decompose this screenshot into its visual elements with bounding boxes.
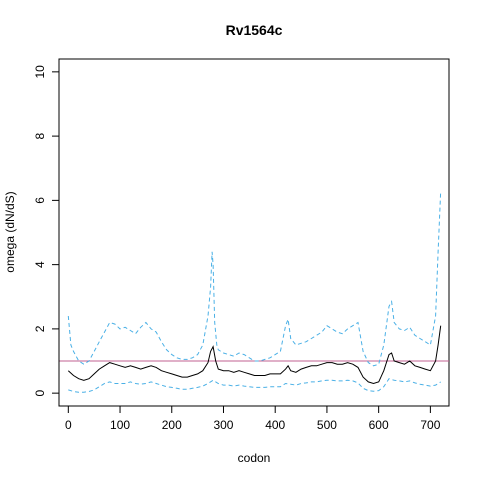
x-tick-label: 0	[65, 418, 72, 432]
x-tick-label: 200	[162, 418, 182, 432]
y-tick-label: 10	[33, 65, 47, 79]
series-layer	[67, 190, 442, 393]
x-axis: 0 100 200 300 400 500 600 700	[65, 405, 441, 432]
series-line-2	[68, 378, 441, 393]
chart-title: Rv1564c	[226, 22, 283, 38]
y-tick-label: 0	[33, 389, 47, 396]
x-axis-label: codon	[238, 451, 271, 465]
y-tick-label: 2	[33, 325, 47, 332]
x-tick-label: 100	[110, 418, 130, 432]
series-line-0	[67, 325, 442, 385]
y-axis-label: omega (dN/dS)	[3, 191, 17, 272]
y-tick-label: 4	[33, 261, 47, 268]
y-tick-label: 8	[33, 132, 47, 139]
x-tick-label: 600	[369, 418, 389, 432]
y-axis: 0 2 4 6 8 10	[33, 65, 60, 396]
y-tick-label: 6	[33, 197, 47, 204]
x-tick-label: 300	[213, 418, 233, 432]
x-tick-label: 700	[420, 418, 440, 432]
series-line-1	[67, 190, 442, 367]
x-tick-label: 400	[265, 418, 285, 432]
x-tick-label: 500	[317, 418, 337, 432]
